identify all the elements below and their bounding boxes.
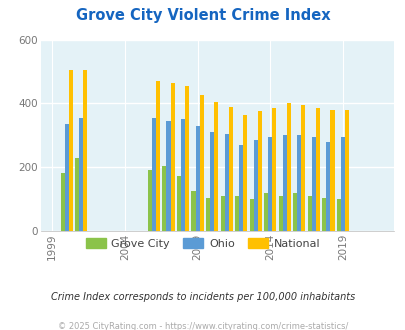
- Bar: [181, 119, 185, 231]
- Bar: [162, 166, 166, 231]
- Bar: [75, 158, 79, 231]
- Bar: [322, 197, 326, 231]
- Bar: [228, 107, 232, 231]
- Bar: [344, 110, 348, 231]
- Bar: [249, 199, 253, 231]
- Bar: [191, 191, 195, 231]
- Bar: [292, 193, 296, 231]
- Bar: [278, 196, 282, 231]
- Bar: [264, 193, 268, 231]
- Bar: [170, 82, 174, 231]
- Bar: [282, 135, 286, 231]
- Bar: [239, 145, 243, 231]
- Bar: [224, 134, 228, 231]
- Text: Grove City Violent Crime Index: Grove City Violent Crime Index: [75, 8, 330, 23]
- Bar: [286, 103, 290, 231]
- Bar: [205, 197, 209, 231]
- Bar: [311, 137, 315, 231]
- Bar: [257, 112, 261, 231]
- Text: Crime Index corresponds to incidents per 100,000 inhabitants: Crime Index corresponds to incidents per…: [51, 292, 354, 302]
- Bar: [272, 108, 276, 231]
- Bar: [209, 132, 213, 231]
- Bar: [185, 86, 189, 231]
- Bar: [307, 196, 311, 231]
- Bar: [83, 70, 87, 231]
- Bar: [243, 115, 247, 231]
- Bar: [336, 199, 340, 231]
- Bar: [234, 196, 239, 231]
- Bar: [195, 126, 199, 231]
- Bar: [315, 108, 319, 231]
- Bar: [68, 70, 72, 231]
- Bar: [340, 137, 344, 231]
- Bar: [151, 118, 156, 231]
- Bar: [268, 137, 272, 231]
- Bar: [213, 102, 218, 231]
- Bar: [220, 196, 224, 231]
- Bar: [301, 105, 305, 231]
- Bar: [326, 142, 330, 231]
- Legend: Grove City, Ohio, National: Grove City, Ohio, National: [81, 234, 324, 253]
- Bar: [64, 124, 68, 231]
- Bar: [60, 173, 64, 231]
- Bar: [330, 110, 334, 231]
- Bar: [296, 135, 301, 231]
- Bar: [156, 81, 160, 231]
- Bar: [253, 140, 257, 231]
- Bar: [79, 118, 83, 231]
- Bar: [147, 170, 151, 231]
- Bar: [166, 121, 170, 231]
- Bar: [177, 176, 181, 231]
- Text: © 2025 CityRating.com - https://www.cityrating.com/crime-statistics/: © 2025 CityRating.com - https://www.city…: [58, 322, 347, 330]
- Bar: [199, 95, 203, 231]
